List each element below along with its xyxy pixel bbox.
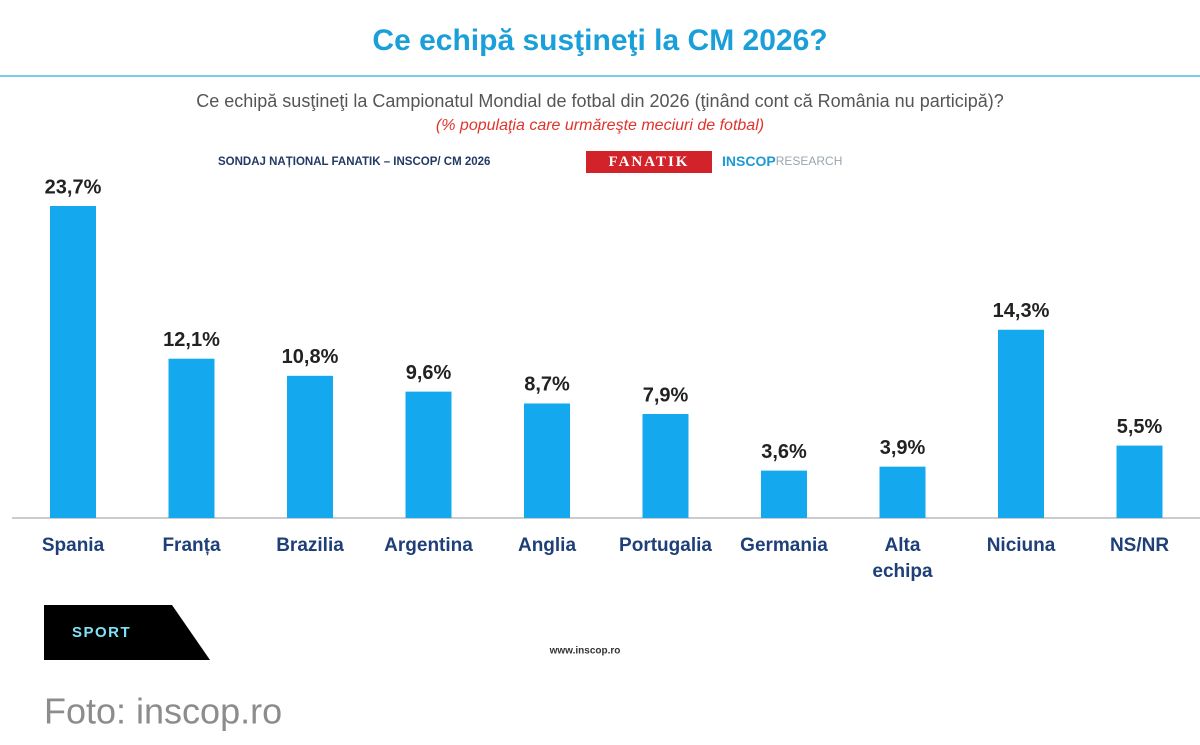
value-label: 5,5% (1117, 416, 1163, 438)
value-label: 9,6% (406, 362, 452, 384)
x-tick-label-line: echipa (872, 561, 933, 582)
bar (50, 206, 96, 518)
value-label: 8,7% (524, 374, 570, 396)
fanatik-logo-box (586, 151, 712, 173)
sport-badge (44, 605, 210, 660)
x-tick-label: Brazilia (276, 535, 344, 556)
website: www.inscop.ro (549, 646, 621, 657)
bar (642, 414, 689, 518)
chart-title: Ce echipă susţineţi la CM 2026? (372, 24, 827, 57)
bar (998, 329, 1044, 518)
plot: 23,7% Spania 12,1% Franța 10,8% Brazilia 9,6% A… (42, 176, 1169, 582)
bar (761, 470, 807, 518)
x-tick-label: Anglia (518, 535, 576, 556)
value-label: 3,6% (761, 441, 807, 463)
sport-badge-text: SPORT (72, 624, 131, 641)
value-label: 14,3% (993, 300, 1050, 322)
value-label: 12,1% (163, 329, 220, 351)
bar (287, 375, 333, 518)
fanatik-logo: FANATIK (609, 154, 690, 170)
x-tick-label: Niciuna (987, 535, 1056, 556)
value-label: 23,7% (45, 176, 102, 198)
x-tick-label: Portugalia (619, 535, 712, 556)
inscop-logo-sub: RESEARCH (776, 154, 843, 168)
bar (405, 391, 452, 518)
x-tick-label-line: Alta (885, 535, 921, 556)
value-label: 10,8% (282, 346, 339, 368)
bar (879, 466, 926, 518)
value-label: 7,9% (643, 384, 689, 406)
bar (1116, 445, 1163, 518)
value-label: 3,9% (880, 437, 926, 459)
bar (524, 403, 570, 518)
chart-subtitle: Ce echipă susţineţi la Campionatul Mondi… (196, 91, 1004, 111)
x-tick-label: Franța (162, 535, 221, 556)
chart-note: (% populaţia care urmăreşte meciuri de f… (436, 117, 764, 134)
x-tick-label: NS/NR (1110, 535, 1169, 556)
photo-caption: Foto: inscop.ro (44, 691, 282, 732)
x-tick-label: Argentina (384, 535, 473, 556)
x-tick-label: Spania (42, 535, 105, 556)
source: SONDAJ NAȚIONAL FANATIK – INSCOP/ CM 202… (218, 156, 490, 168)
bar (168, 358, 215, 518)
inscop-logo: INSCOPRESEARCH (722, 153, 842, 169)
x-tick-label: Alta echipa (872, 535, 933, 582)
inscop-logo-main: INSCOP (722, 153, 776, 169)
x-tick-label: Germania (740, 535, 828, 556)
